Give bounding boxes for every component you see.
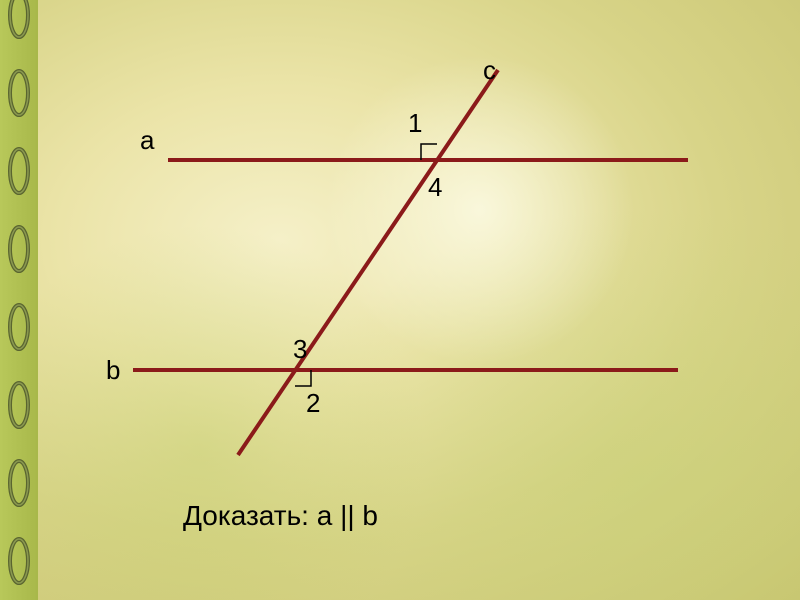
label-c: c <box>483 55 496 86</box>
angle-mark-1 <box>421 144 437 160</box>
label-b: b <box>106 355 120 386</box>
spiral-ring <box>8 146 30 196</box>
prove-statement: Доказать: a || b <box>183 500 378 532</box>
label-a: a <box>140 125 154 156</box>
spiral-ring <box>8 68 30 118</box>
spiral-ring <box>8 224 30 274</box>
spiral-ring <box>8 458 30 508</box>
spiral-ring <box>8 380 30 430</box>
spiral-ring <box>8 536 30 586</box>
spiral-ring <box>8 302 30 352</box>
label-angle-4: 4 <box>428 172 442 203</box>
geometry-diagram <box>38 0 800 600</box>
label-angle-2: 2 <box>306 388 320 419</box>
diagram-content: a b c 1 2 3 4 Доказать: a || b <box>38 0 800 600</box>
line-c <box>238 70 498 455</box>
angle-mark-2 <box>295 370 311 386</box>
spiral-ring <box>8 0 30 40</box>
label-angle-3: 3 <box>293 334 307 365</box>
label-angle-1: 1 <box>408 108 422 139</box>
spiral-binding <box>0 0 38 600</box>
